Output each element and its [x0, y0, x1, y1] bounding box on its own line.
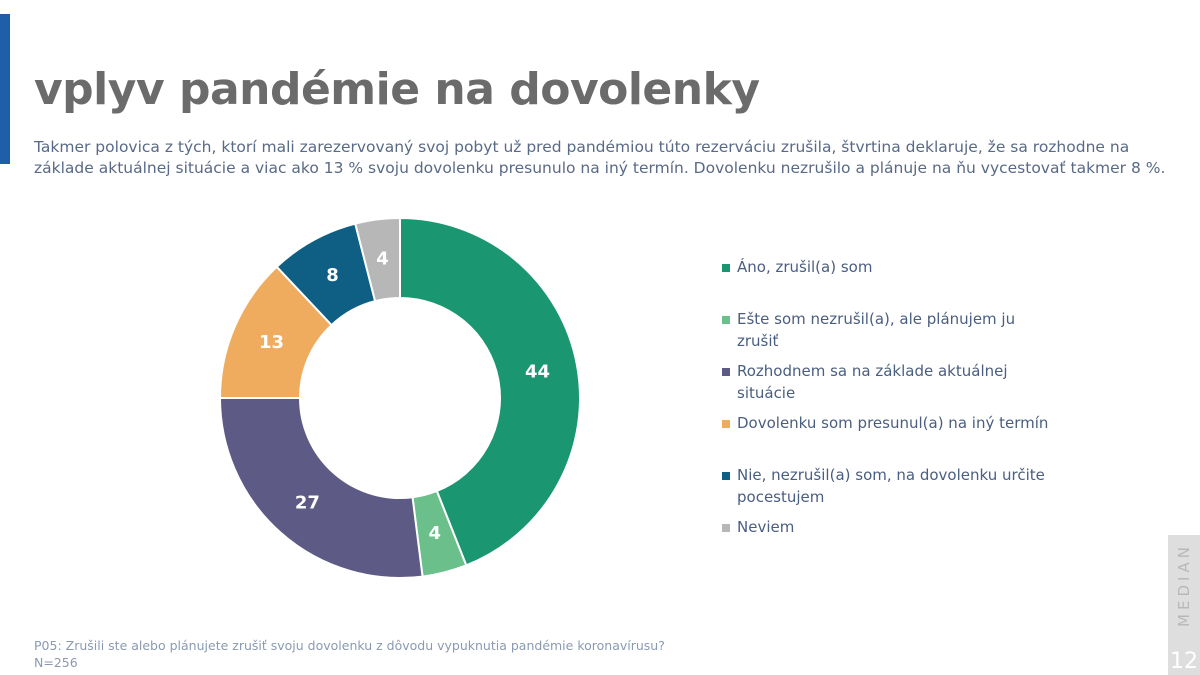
legend-item-dont-know: Neviem — [722, 516, 1052, 538]
legend-item-rescheduled: Dovolenku som presunul(a) na iný termín — [722, 412, 1052, 434]
legend-swatch — [722, 368, 730, 376]
legend-label: Áno, zrušil(a) som — [737, 258, 873, 276]
page-subtitle: Takmer polovica z tých, ktorí mali zarez… — [34, 138, 1166, 177]
sample-size: N=256 — [34, 655, 78, 670]
donut-slice-neviem — [354, 216, 401, 303]
data-label-ano-zrusil-a-som: 44 — [525, 361, 550, 382]
donut-slice-ano-zrusil-a-som — [399, 216, 581, 567]
legend-label: Nie, nezrušil(a) som, na dovolenku určit… — [737, 466, 1045, 506]
median-logo-text: MEDIAN — [1175, 543, 1193, 627]
data-label-rozhodnem-sa-na-zaklade-aktualnej-situacie: 27 — [295, 493, 320, 514]
data-label-este-som-nezrusil-a-ale-planujem-ju-zrusit: 4 — [429, 523, 442, 544]
footnote: P05: Zrušili ste alebo plánujete zrušiť … — [34, 637, 665, 671]
legend-item-undecided-situation: Rozhodnem sa na základe aktuálnej situác… — [722, 360, 1052, 404]
legend-item-cancelled: Áno, zrušil(a) som — [722, 256, 1052, 278]
legend-label: Rozhodnem sa na základe aktuálnej situác… — [737, 362, 1008, 402]
legend-swatch — [722, 264, 730, 272]
data-label-dovolenku-som-presunul-a-na-iny-termin: 13 — [259, 332, 284, 353]
legend-label: Neviem — [737, 518, 795, 536]
donut-slice-rozhodnem-sa-na-zaklade-aktualnej-situacie — [218, 397, 424, 579]
legend-swatch — [722, 472, 730, 480]
legend-item-plan-to-cancel: Ešte som nezrušil(a), ale plánujem ju zr… — [722, 308, 1052, 352]
legend-swatch — [722, 316, 730, 324]
legend-item-will-travel: Nie, nezrušil(a) som, na dovolenku určit… — [722, 464, 1052, 508]
data-label-nie-nezrusil-a-som-na-dovolenku-urcite-pocestujem: 8 — [326, 265, 339, 286]
page-title: vplyv pandémie na dovolenky — [34, 64, 760, 115]
brand-box — [1168, 535, 1200, 675]
data-label-neviem: 4 — [376, 249, 389, 270]
legend-label: Dovolenku som presunul(a) na iný termín — [737, 414, 1049, 432]
accent-bar — [0, 14, 10, 164]
page-number: 12 — [1170, 649, 1198, 674]
survey-question: P05: Zrušili ste alebo plánujete zrušiť … — [34, 638, 665, 653]
legend-label: Ešte som nezrušil(a), ale plánujem ju zr… — [737, 310, 1016, 350]
legend-swatch — [722, 524, 730, 532]
legend-swatch — [722, 420, 730, 428]
